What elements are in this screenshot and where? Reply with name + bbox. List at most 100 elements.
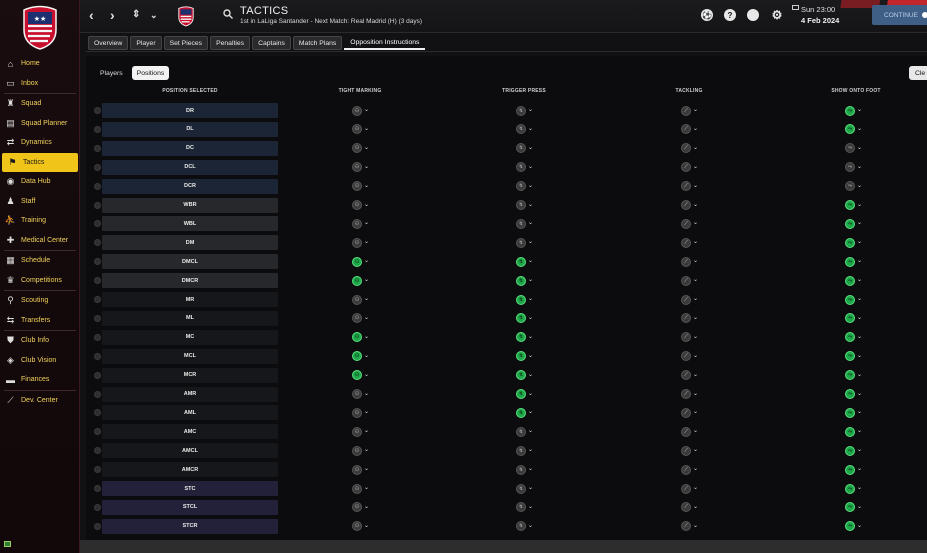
tackling-dropdown[interactable]: ⟋ ⌄: [681, 237, 700, 248]
trigger-press-dropdown[interactable]: ↯ ⌄: [516, 124, 535, 135]
tight-marking-dropdown[interactable]: ⚇ ⌄: [352, 200, 371, 211]
position-label[interactable]: MCR: [102, 367, 278, 383]
tight-marking-dropdown[interactable]: ⚇ ⌄: [352, 124, 371, 135]
row-select-radio[interactable]: [94, 409, 101, 417]
show-onto-foot-dropdown[interactable]: ⤳ ⌄: [845, 105, 864, 116]
tab-penalties[interactable]: Penalties: [210, 36, 251, 50]
tackling-dropdown[interactable]: ⟋ ⌄: [681, 426, 700, 437]
show-onto-foot-dropdown[interactable]: ⤳ ⌄: [845, 143, 864, 154]
sidebar-item-club-info[interactable]: ⛊ Club Info: [0, 331, 80, 351]
row-select-radio[interactable]: [94, 428, 101, 436]
trigger-press-dropdown[interactable]: ↯ ⌄: [516, 275, 535, 286]
row-select-radio[interactable]: [94, 220, 101, 228]
sidebar-item-staff[interactable]: ♟ Staff: [0, 192, 80, 212]
football-icon[interactable]: ⚽: [701, 9, 713, 21]
trigger-press-dropdown[interactable]: ↯ ⌄: [516, 521, 535, 532]
forward-arrow-icon[interactable]: ›: [110, 7, 115, 23]
row-select-radio[interactable]: [94, 466, 101, 474]
tight-marking-dropdown[interactable]: ⚇ ⌄: [352, 105, 371, 116]
show-onto-foot-dropdown[interactable]: ⤳ ⌄: [845, 218, 864, 229]
back-arrow-icon[interactable]: ‹: [89, 7, 94, 23]
row-select-radio[interactable]: [94, 201, 101, 209]
position-label[interactable]: WBR: [102, 197, 278, 213]
sidebar-item-finances[interactable]: ▬ Finances: [0, 370, 80, 390]
trigger-press-dropdown[interactable]: ↯ ⌄: [516, 256, 535, 267]
tackling-dropdown[interactable]: ⟋ ⌄: [681, 275, 700, 286]
position-label[interactable]: MR: [102, 292, 278, 307]
position-label[interactable]: DR: [102, 103, 278, 118]
tackling-dropdown[interactable]: ⟋ ⌄: [681, 256, 700, 267]
sidebar-item-transfers[interactable]: ⇆ Transfers: [0, 311, 80, 331]
position-label[interactable]: DL: [102, 121, 278, 137]
show-onto-foot-dropdown[interactable]: ⤳ ⌄: [845, 124, 864, 135]
row-select-radio[interactable]: [94, 522, 101, 530]
tackling-dropdown[interactable]: ⟋ ⌄: [681, 218, 700, 229]
show-onto-foot-dropdown[interactable]: ⤳ ⌄: [845, 181, 864, 192]
tight-marking-dropdown[interactable]: ⚇ ⌄: [352, 407, 371, 418]
up-down-icon[interactable]: ⇕: [132, 9, 141, 20]
position-label[interactable]: DMCL: [102, 254, 278, 270]
position-label[interactable]: ML: [102, 310, 278, 326]
trigger-press-dropdown[interactable]: ↯ ⌄: [516, 389, 535, 400]
tackling-dropdown[interactable]: ⟋ ⌄: [681, 389, 700, 400]
show-onto-foot-dropdown[interactable]: ⤳ ⌄: [845, 237, 864, 248]
row-select-radio[interactable]: [94, 314, 101, 322]
tackling-dropdown[interactable]: ⟋ ⌄: [681, 332, 700, 343]
row-select-radio[interactable]: [94, 352, 101, 360]
show-onto-foot-dropdown[interactable]: ⤳ ⌄: [845, 162, 864, 173]
row-select-radio[interactable]: [94, 296, 101, 303]
trigger-press-dropdown[interactable]: ↯ ⌄: [516, 218, 535, 229]
show-onto-foot-dropdown[interactable]: ⤳ ⌄: [845, 294, 864, 305]
row-select-radio[interactable]: [94, 125, 101, 133]
row-select-radio[interactable]: [94, 333, 101, 341]
show-onto-foot-dropdown[interactable]: ⤳ ⌄: [845, 351, 864, 362]
show-onto-foot-dropdown[interactable]: ⤳ ⌄: [845, 332, 864, 343]
row-select-radio[interactable]: [94, 447, 101, 455]
trigger-press-dropdown[interactable]: ↯ ⌄: [516, 294, 535, 305]
position-label[interactable]: AMCL: [102, 443, 278, 459]
show-onto-foot-dropdown[interactable]: ⤳ ⌄: [845, 521, 864, 532]
tight-marking-dropdown[interactable]: ⚇ ⌄: [352, 351, 371, 362]
trigger-press-dropdown[interactable]: ↯ ⌄: [516, 313, 535, 324]
position-label[interactable]: STCR: [102, 518, 278, 534]
trigger-press-dropdown[interactable]: ↯ ⌄: [516, 351, 535, 362]
tight-marking-dropdown[interactable]: ⚇ ⌄: [352, 483, 371, 494]
position-label[interactable]: DCR: [102, 178, 278, 194]
trigger-press-dropdown[interactable]: ↯ ⌄: [516, 426, 535, 437]
position-label[interactable]: AML: [102, 405, 278, 421]
sidebar-item-squad[interactable]: ♜ Squad: [0, 94, 80, 114]
position-label[interactable]: AMC: [102, 424, 278, 440]
row-select-radio[interactable]: [94, 277, 101, 285]
sidebar-item-squad-planner[interactable]: ▤ Squad Planner: [0, 114, 80, 134]
sidebar-item-home[interactable]: ⌂ Home: [0, 54, 80, 74]
sidebar-item-club-vision[interactable]: ◈ Club Vision: [0, 351, 80, 371]
show-onto-foot-dropdown[interactable]: ⤳ ⌄: [845, 445, 864, 456]
row-select-radio[interactable]: [94, 390, 101, 398]
tight-marking-dropdown[interactable]: ⚇ ⌄: [352, 256, 371, 267]
position-label[interactable]: AMR: [102, 386, 278, 402]
continue-button[interactable]: CONTINUE: [872, 5, 927, 25]
trigger-press-dropdown[interactable]: ↯ ⌄: [516, 181, 535, 192]
show-onto-foot-dropdown[interactable]: ⤳ ⌄: [845, 370, 864, 381]
trigger-press-dropdown[interactable]: ↯ ⌄: [516, 143, 535, 154]
position-label[interactable]: STC: [102, 481, 278, 496]
sidebar-item-medical-center[interactable]: ✚ Medical Center: [0, 231, 80, 251]
tackling-dropdown[interactable]: ⟋ ⌄: [681, 200, 700, 211]
trigger-press-dropdown[interactable]: ↯ ⌄: [516, 445, 535, 456]
tight-marking-dropdown[interactable]: ⚇ ⌄: [352, 162, 371, 173]
club-crest-icon[interactable]: ★★: [20, 4, 60, 50]
tight-marking-dropdown[interactable]: ⚇ ⌄: [352, 313, 371, 324]
tight-marking-dropdown[interactable]: ⚇ ⌄: [352, 275, 371, 286]
row-select-radio[interactable]: [94, 371, 101, 379]
tackling-dropdown[interactable]: ⟋ ⌄: [681, 105, 700, 116]
show-onto-foot-dropdown[interactable]: ⤳ ⌄: [845, 483, 864, 494]
tight-marking-dropdown[interactable]: ⚇ ⌄: [352, 370, 371, 381]
show-onto-foot-dropdown[interactable]: ⤳ ⌄: [845, 313, 864, 324]
row-select-radio[interactable]: [94, 485, 101, 492]
tight-marking-dropdown[interactable]: ⚇ ⌄: [352, 445, 371, 456]
row-select-radio[interactable]: [94, 163, 101, 171]
position-label[interactable]: DM: [102, 235, 278, 251]
sidebar-item-training[interactable]: ⛹ Training: [0, 211, 80, 231]
tackling-dropdown[interactable]: ⟋ ⌄: [681, 370, 700, 381]
status-dot-icon[interactable]: [747, 9, 759, 21]
